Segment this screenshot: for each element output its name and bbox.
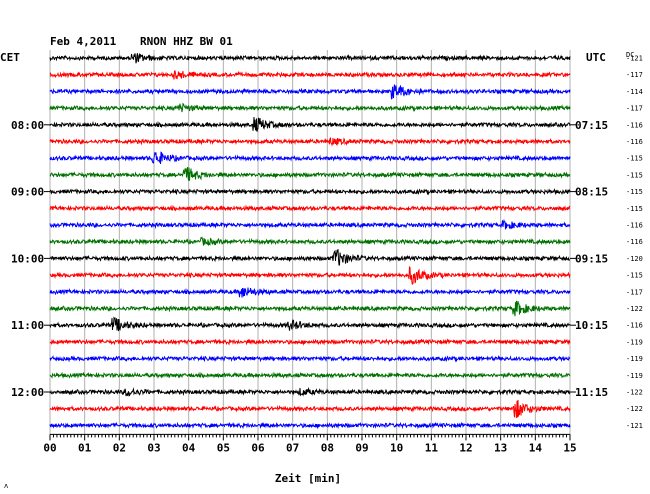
x-tick-label: 10	[390, 441, 403, 454]
x-tick-label: 09	[355, 441, 368, 454]
seismogram-traces	[49, 52, 571, 430]
trace-row	[49, 421, 571, 430]
dc-offset-label: -119	[626, 372, 643, 380]
trace-row	[49, 218, 571, 230]
trace-row	[49, 300, 571, 317]
trace-row	[49, 386, 571, 397]
trace-row	[49, 399, 571, 418]
dc-offset-labels: -121 -117 -114 -117 -116 -116 -115 -115 -115 -115…	[626, 55, 643, 430]
trace-row	[49, 137, 571, 147]
dc-offset-label: -122	[626, 389, 643, 397]
dc-offset-label: -121	[626, 55, 643, 63]
cet-hour-labels: 08:00 09:00 10:00 11:00 12:00	[11, 119, 50, 399]
right-timezone-label: UTC	[586, 51, 606, 64]
dc-header-label: DC	[626, 51, 634, 59]
x-tick-label: 11	[425, 441, 439, 454]
trace-row	[49, 84, 571, 100]
trace-row	[49, 371, 571, 380]
trace-row	[49, 249, 571, 266]
trace-row	[49, 70, 571, 80]
utc-hour-label: 07:15	[575, 119, 608, 132]
x-tick-label: 06	[251, 441, 265, 454]
trace-row	[49, 204, 571, 212]
trace-row	[49, 287, 571, 298]
x-tick-label: 00	[43, 441, 56, 454]
trace-row	[49, 266, 571, 286]
dc-offset-label: -117	[626, 288, 643, 296]
x-tick-label: 08	[321, 441, 334, 454]
dc-offset-label: -114	[626, 88, 643, 96]
dc-offset-label: -116	[626, 222, 643, 230]
corner-glyph: ʌ	[4, 482, 8, 490]
dc-offset-label: -116	[626, 322, 643, 330]
dc-offset-label: -115	[626, 272, 643, 280]
dc-offset-label: -122	[626, 405, 643, 413]
x-tick-label: 15	[563, 441, 576, 454]
dc-offset-label: -117	[626, 71, 643, 79]
dc-offset-label: -115	[626, 188, 643, 196]
x-tick-label: 02	[113, 441, 126, 454]
x-tick-label: 05	[217, 441, 230, 454]
left-timezone-label: CET	[0, 51, 20, 64]
cet-hour-label: 11:00	[11, 319, 44, 332]
trace-row	[49, 167, 571, 181]
trace-row	[49, 354, 571, 363]
dc-offset-label: -115	[626, 205, 643, 213]
trace-row	[49, 187, 571, 196]
utc-hour-label: 11:15	[575, 386, 608, 399]
x-tick-label: 04	[182, 441, 196, 454]
dc-offset-label: -115	[626, 155, 643, 163]
utc-hour-label: 08:15	[575, 186, 608, 199]
cet-hour-label: 08:00	[11, 119, 44, 132]
x-axis: 00 01 02 03 04 05 06 07 08 09 10 11 12 13 14 15	[43, 433, 577, 454]
dc-offset-label: -116	[626, 121, 643, 129]
x-axis-title: Zeit [min]	[275, 472, 341, 485]
dc-offset-label: -116	[626, 138, 643, 146]
x-tick-label: 01	[78, 441, 92, 454]
dc-offset-label: -117	[626, 105, 643, 113]
cet-hour-label: 09:00	[11, 186, 44, 199]
dc-offset-label: -115	[626, 171, 643, 179]
x-tick-label: 03	[147, 441, 160, 454]
dc-offset-label: -121	[626, 422, 643, 430]
dc-offset-label: -116	[626, 238, 643, 246]
dc-offset-label: -120	[626, 255, 643, 263]
x-tick-label: 07	[286, 441, 299, 454]
cet-hour-label: 12:00	[11, 386, 44, 399]
x-tick-label: 12	[459, 441, 472, 454]
trace-row	[49, 151, 571, 165]
trace-row	[49, 316, 571, 332]
dc-offset-label: -119	[626, 338, 643, 346]
trace-row	[49, 236, 571, 246]
x-tick-label: 13	[494, 441, 507, 454]
station-label: RNON HHZ BW 01	[140, 35, 233, 48]
trace-row	[49, 52, 571, 64]
cet-hour-label: 10:00	[11, 252, 44, 265]
utc-hour-label: 09:15	[575, 252, 608, 265]
trace-row	[49, 102, 571, 113]
trace-row	[49, 116, 571, 132]
dc-offset-label: -119	[626, 355, 643, 363]
trace-row	[49, 338, 571, 346]
date-label: Feb 4,2011	[50, 35, 117, 48]
x-tick-label: 14	[529, 441, 543, 454]
dc-offset-label: -122	[626, 305, 643, 313]
utc-hour-labels: 07:15 08:15 09:15 10:15 11:15	[570, 119, 608, 399]
utc-hour-label: 10:15	[575, 319, 608, 332]
